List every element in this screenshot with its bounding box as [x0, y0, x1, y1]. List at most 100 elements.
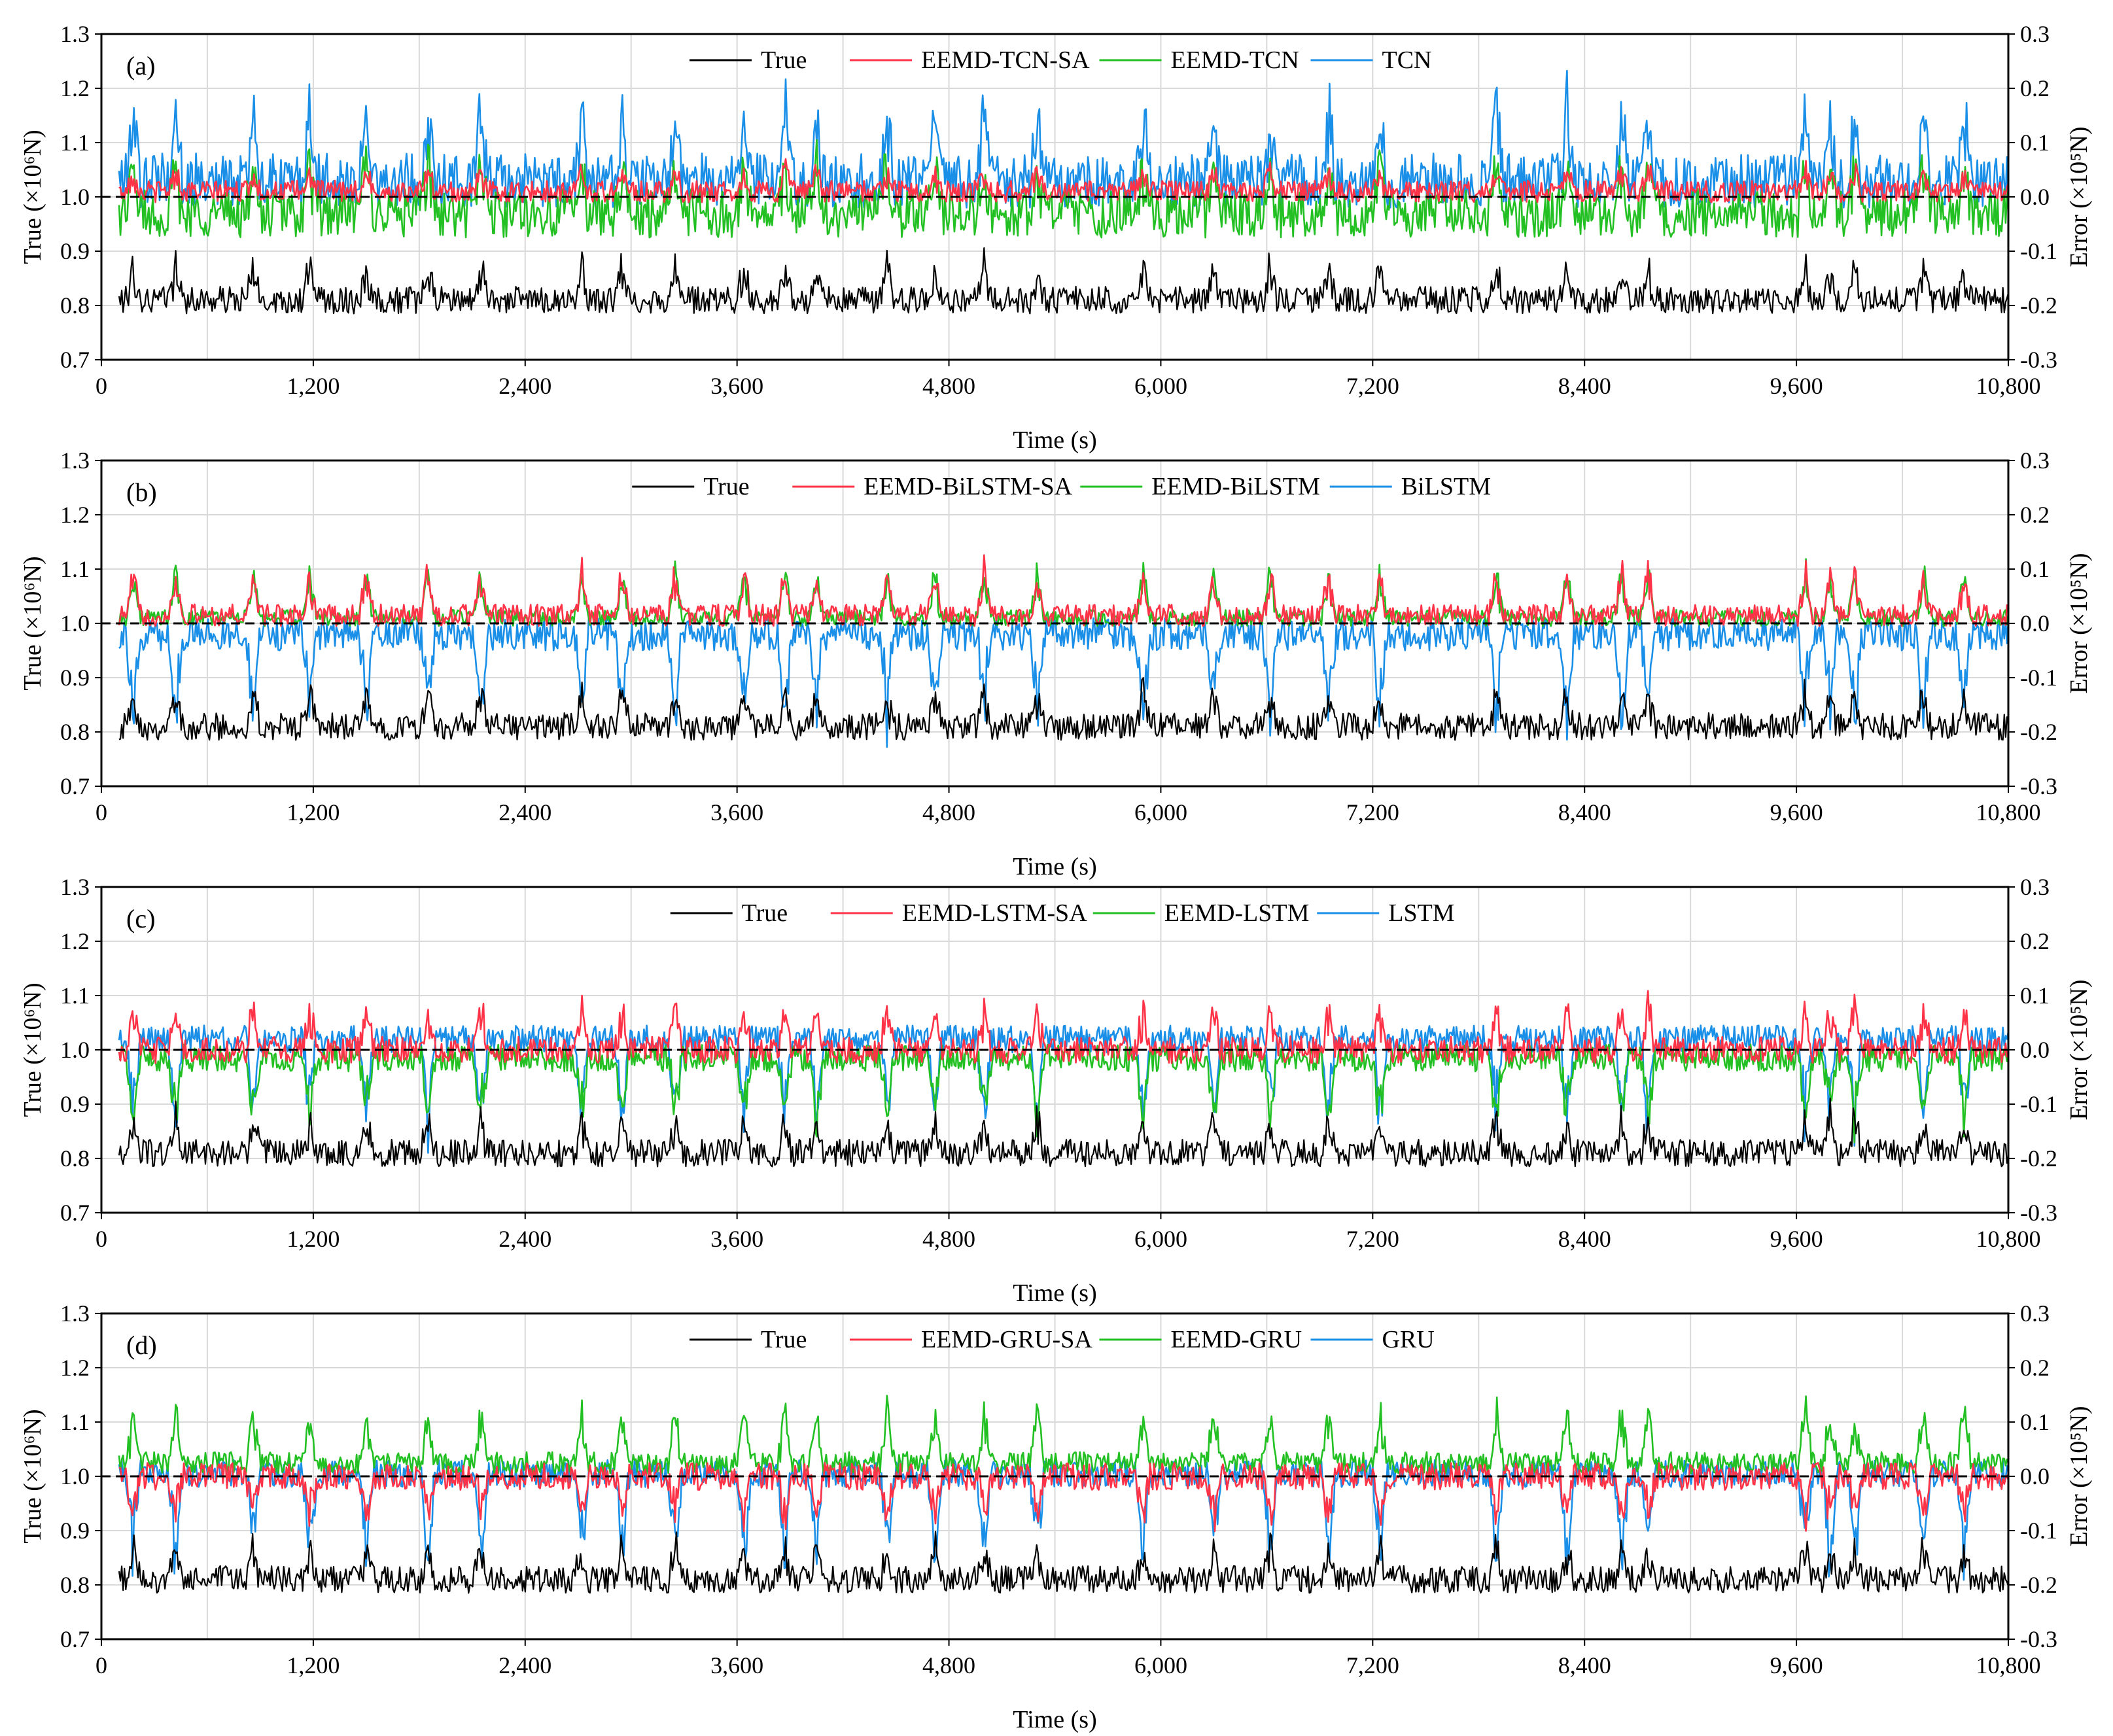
- x-tick-label: 0: [96, 799, 107, 825]
- x-tick-label: 2,400: [498, 799, 551, 825]
- y-right-tick-label: 0.0: [2020, 184, 2050, 210]
- y-right-tick-label: -0.2: [2020, 719, 2057, 745]
- y-right-tick-label: 0.3: [2020, 874, 2050, 900]
- x-tick-label: 9,600: [1770, 1652, 1823, 1678]
- legend-item: EEMD-TCN: [1099, 46, 1299, 74]
- x-tick-label: 9,600: [1770, 373, 1823, 399]
- series-line-lstm: [118, 1024, 2008, 1154]
- x-tick-label: 10,800: [1976, 373, 2041, 399]
- legend-label: EEMD-GRU-SA: [921, 1326, 1092, 1353]
- y-axis-right: -0.3 -0.2 -0.1 0.0 0.1 0.2 0.3: [2008, 1300, 2057, 1652]
- y-right-tick-label: -0.3: [2020, 1626, 2057, 1652]
- legend-label: True: [742, 899, 788, 927]
- legend-item: EEMD-GRU: [1099, 1326, 1302, 1353]
- x-tick-label: 2,400: [498, 1226, 551, 1252]
- y-left-tick-label: 1.1: [60, 556, 90, 582]
- legend: True EEMD-TCN-SA EEMD-TCN TCN: [690, 46, 1432, 74]
- y-left-tick-label: 0.7: [60, 1626, 90, 1652]
- legend-item: LSTM: [1317, 899, 1455, 927]
- y-right-tick-label: 0.3: [2020, 447, 2050, 474]
- x-tick-label: 10,800: [1976, 799, 2041, 825]
- legend-label: EEMD-LSTM-SA: [902, 899, 1087, 927]
- y-left-tick-label: 0.9: [60, 238, 90, 264]
- y-right-tick-label: -0.2: [2020, 1145, 2057, 1172]
- panel-label: (a): [126, 51, 155, 80]
- series-group: [118, 990, 2008, 1168]
- y-right-tick-label: 0.1: [2020, 130, 2050, 156]
- series-line-eemd-bilstm-sa: [118, 554, 2008, 627]
- series-line-true: [118, 1098, 2008, 1168]
- x-axis-title: Time (s): [1013, 1279, 1096, 1307]
- x-axis: 0 1,200 2,400 3,600 4,800 6,000 7,200 8,400 9,60…: [96, 360, 2041, 399]
- y-axis-right-title: Error (×10⁵N): [2065, 126, 2093, 267]
- y-axis-right-title: Error (×10⁵N): [2065, 1406, 2093, 1546]
- x-tick-label: 0: [96, 1226, 107, 1252]
- x-tick-label: 1,200: [287, 799, 340, 825]
- y-axis-right: -0.3 -0.2 -0.1 0.0 0.1 0.2 0.3: [2008, 447, 2057, 799]
- y-right-tick-label: -0.1: [2020, 1091, 2057, 1117]
- x-tick-label: 9,600: [1770, 1226, 1823, 1252]
- y-right-tick-label: -0.1: [2020, 238, 2057, 264]
- y-left-tick-label: 1.3: [60, 447, 90, 474]
- legend-item: EEMD-BiLSTM: [1080, 473, 1320, 500]
- y-right-tick-label: -0.1: [2020, 665, 2057, 691]
- legend-label: EEMD-TCN: [1171, 46, 1299, 74]
- x-tick-label: 1,200: [287, 1652, 340, 1678]
- y-axis-left: 0.7 0.8 0.9 1.0 1.1 1.2 1.3: [60, 21, 101, 373]
- legend-item: EEMD-BiLSTM-SA: [792, 473, 1073, 500]
- y-left-tick-label: 1.2: [60, 928, 90, 954]
- y-left-tick-label: 0.7: [60, 773, 90, 799]
- series-group: [118, 1395, 2008, 1594]
- x-tick-label: 8,400: [1558, 1652, 1611, 1678]
- legend-item: TCN: [1310, 46, 1432, 74]
- y-left-tick-label: 0.8: [60, 292, 90, 319]
- x-axis-title: Time (s): [1013, 853, 1096, 880]
- x-tick-label: 7,200: [1346, 373, 1399, 399]
- series-line-true: [118, 677, 2008, 741]
- x-tick-label: 3,600: [710, 799, 763, 825]
- legend: True EEMD-LSTM-SA EEMD-LSTM LSTM: [670, 899, 1455, 927]
- y-left-tick-label: 1.0: [60, 184, 90, 210]
- y-left-tick-label: 1.2: [60, 75, 90, 101]
- x-tick-label: 4,800: [922, 373, 975, 399]
- chart-panel-1: 0 1,200 2,400 3,600 4,800 6,000 7,200 8,400 9,60…: [19, 21, 2093, 454]
- legend-label: True: [703, 473, 749, 500]
- y-right-tick-label: 0.2: [2020, 928, 2050, 954]
- y-left-tick-label: 0.9: [60, 1091, 90, 1117]
- y-left-tick-label: 1.3: [60, 874, 90, 900]
- x-tick-label: 8,400: [1558, 373, 1611, 399]
- x-tick-label: 4,800: [922, 1652, 975, 1678]
- chart-panel-3: 0 1,200 2,400 3,600 4,800 6,000 7,200 8,400 9,60…: [19, 874, 2093, 1307]
- y-left-tick-label: 1.1: [60, 982, 90, 1009]
- x-tick-label: 3,600: [710, 1226, 763, 1252]
- panel-label: (c): [126, 904, 155, 933]
- y-right-tick-label: 0.0: [2020, 610, 2050, 636]
- x-axis: 0 1,200 2,400 3,600 4,800 6,000 7,200 8,400 9,60…: [96, 1213, 2041, 1252]
- x-tick-label: 7,200: [1346, 1226, 1399, 1252]
- chart-panel-2: 0 1,200 2,400 3,600 4,800 6,000 7,200 8,400 9,60…: [19, 447, 2093, 880]
- y-left-tick-label: 0.9: [60, 665, 90, 691]
- x-tick-label: 7,200: [1346, 799, 1399, 825]
- legend-label: TCN: [1382, 46, 1432, 74]
- x-tick-label: 9,600: [1770, 799, 1823, 825]
- legend-item: True: [632, 473, 750, 500]
- series-line-bilstm: [118, 617, 2008, 748]
- y-axis-right: -0.3 -0.2 -0.1 0.0 0.1 0.2 0.3: [2008, 874, 2057, 1226]
- x-tick-label: 6,000: [1134, 1226, 1187, 1252]
- x-tick-label: 6,000: [1134, 373, 1187, 399]
- series-line-true: [118, 247, 2008, 315]
- y-right-tick-label: 0.1: [2020, 556, 2050, 582]
- x-tick-label: 0: [96, 1652, 107, 1678]
- series-line-eemd-gru-sa: [118, 1462, 2008, 1533]
- y-right-tick-label: 0.2: [2020, 1355, 2050, 1381]
- y-left-tick-label: 1.1: [60, 1409, 90, 1435]
- legend-item: EEMD-GRU-SA: [850, 1326, 1092, 1353]
- y-axis-left-title: True (×10⁶N): [19, 1409, 46, 1543]
- y-axis-left: 0.7 0.8 0.9 1.0 1.1 1.2 1.3: [60, 1300, 101, 1652]
- y-left-tick-label: 1.0: [60, 1463, 90, 1489]
- y-right-tick-label: 0.1: [2020, 982, 2050, 1009]
- y-right-tick-label: -0.2: [2020, 292, 2057, 319]
- y-right-tick-label: -0.3: [2020, 347, 2057, 373]
- x-tick-label: 2,400: [498, 1652, 551, 1678]
